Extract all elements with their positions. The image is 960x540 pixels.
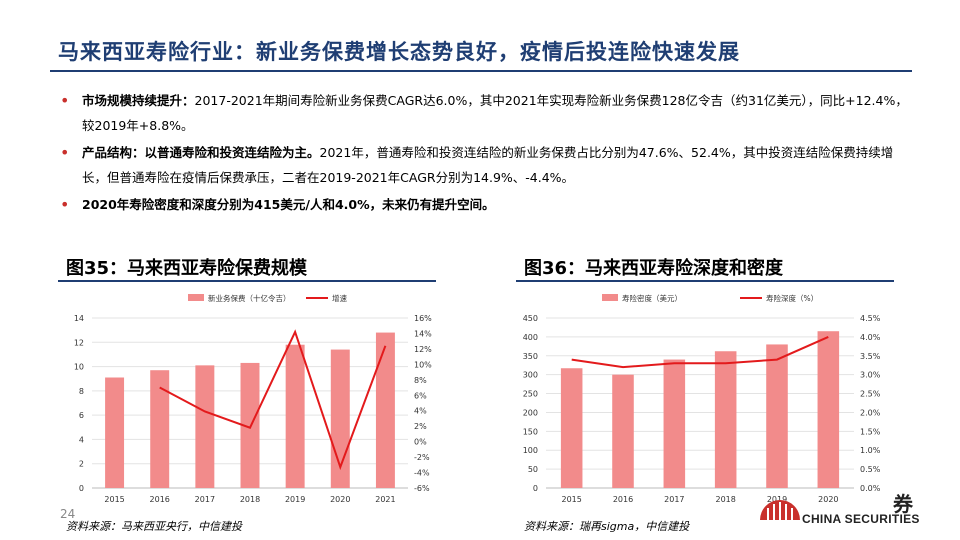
bullet-text: 2021年，普通寿险和投资连结险的新业务保费占比分别为47.6%、52.4%，其… (82, 145, 894, 185)
y2-tick-label: 2% (414, 422, 427, 431)
legend-swatch-bar (188, 294, 204, 301)
page-title: 马来西亚寿险行业：新业务保费增长态势良好，疫情后投连险快速发展 (58, 40, 740, 64)
series-line (571, 335, 829, 369)
x-tick-label: 2017 (195, 495, 215, 504)
y-tick-label: 0 (79, 484, 84, 493)
y-tick-label: 200 (523, 408, 538, 417)
x-tick-label: 2021 (375, 495, 395, 504)
figure-divider-right (516, 280, 894, 282)
y2-tick-label: 8% (414, 376, 427, 385)
x-tick-label: 2015 (561, 495, 581, 504)
x-tick-label: 2017 (664, 495, 684, 504)
y2-tick-label: -4% (414, 469, 430, 478)
y-tick-label: 6 (79, 411, 84, 420)
y-tick-label: 250 (523, 390, 538, 399)
bullet-item: • 2020年寿险密度和深度分别为415美元/人和4.0%，未来仍有提升空间。 (58, 192, 918, 217)
page-number: 24 (60, 507, 76, 521)
figure-divider-left (58, 280, 436, 282)
logo-text: CHINA SECURITIES (802, 512, 920, 526)
y-tick-label: 450 (523, 314, 538, 323)
bar (560, 368, 583, 488)
bullet-item: • 产品结构：以普通寿险和投资连结险为主。2021年，普通寿险和投资连结险的新业… (58, 140, 918, 190)
bar (766, 344, 788, 488)
y-tick-label: 150 (523, 427, 538, 436)
x-tick-label: 2018 (240, 495, 260, 504)
y-tick-label: 100 (523, 446, 538, 455)
y2-tick-label: 1.0% (860, 446, 881, 455)
y-tick-label: 4 (79, 435, 84, 444)
bar (817, 331, 840, 488)
bar (150, 370, 170, 488)
y-tick-label: 12 (74, 338, 84, 347)
bar (714, 351, 737, 488)
y-tick-label: 2 (79, 460, 84, 469)
logo-cn-fragment: 券 (893, 492, 913, 516)
x-tick-label: 2020 (330, 495, 350, 504)
bar (612, 374, 634, 488)
figure-title-right: 图36：马来西亚寿险深度和密度 (524, 258, 784, 279)
y2-tick-label: 2.5% (860, 390, 881, 399)
y-tick-label: 10 (74, 363, 84, 372)
y-tick-label: 14 (74, 314, 84, 323)
y-tick-label: 350 (523, 352, 538, 361)
y2-tick-label: 4% (414, 407, 427, 416)
x-tick-label: 2020 (818, 495, 838, 504)
y2-tick-label: 16% (414, 314, 432, 323)
legend-label: 新业务保费（十亿令吉） (208, 293, 291, 303)
china-securities-logo-icon (760, 500, 800, 520)
y2-tick-label: 0.5% (860, 465, 881, 474)
bullet-item: • 市场规模持续提升：2017-2021年期间寿险新业务保费CAGR达6.0%，… (58, 88, 918, 138)
legend-label: 增速 (332, 293, 347, 303)
source-note-right: 资料来源：瑞再sigma，中信建投 (524, 520, 690, 533)
x-tick-label: 2019 (767, 495, 787, 504)
x-tick-label: 2018 (715, 495, 735, 504)
legend-label: 寿险深度（%） (766, 293, 818, 303)
y-tick-label: 50 (528, 465, 538, 474)
y2-tick-label: 10% (414, 360, 432, 369)
bullet-bold-text: 2020年寿险密度和深度分别为415美元/人和4.0%，未来仍有提升空间。 (82, 197, 495, 212)
y2-tick-label: 3.5% (860, 352, 881, 361)
source-note-left: 资料来源：马来西亚央行，中信建投 (66, 520, 242, 533)
bar (285, 344, 305, 488)
bullet-dot-icon: • (60, 195, 70, 214)
y-tick-label: 400 (523, 333, 538, 342)
bar (663, 359, 686, 488)
y2-tick-label: 0% (414, 438, 427, 447)
legend-swatch-bar (602, 294, 618, 301)
bullet-dot-icon: • (60, 143, 70, 162)
y2-tick-label: 2.0% (860, 408, 881, 417)
y-tick-label: 300 (523, 371, 538, 380)
x-tick-label: 2019 (285, 495, 305, 504)
figure-title-left: 图35：马来西亚寿险保费规模 (66, 258, 308, 279)
bullet-bold-text: 市场规模持续提升： (82, 93, 195, 108)
y2-tick-label: -2% (414, 453, 430, 462)
title-divider (50, 70, 912, 72)
y2-tick-label: 3.0% (860, 371, 881, 380)
chart-depth-density: 0 50 100 150 200 250 300 350 400 450 0.0% 0.5% 1.0% 1… (523, 293, 881, 504)
chart-premium-scale: 0 2 4 6 8 10 12 14 -6% -4% -2% 0% 2% 4% 6% 8% 10% 12% 14% 1… (74, 293, 432, 504)
bullet-bold-text: 产品结构：以普通寿险和投资连结险为主。 (82, 145, 320, 160)
bar (195, 365, 215, 488)
y-tick-label: 0 (533, 484, 538, 493)
y-tick-label: 8 (79, 387, 84, 396)
y2-tick-label: 6% (414, 391, 427, 400)
y2-tick-label: 4.5% (860, 314, 881, 323)
bullet-text: 2017-2021年期间寿险新业务保费CAGR达6.0%，其中2021年实现寿险… (82, 93, 908, 133)
series-line (159, 329, 387, 471)
y2-tick-label: -6% (414, 484, 430, 493)
bar (105, 377, 125, 488)
x-tick-label: 2016 (613, 495, 633, 504)
y2-tick-label: 0.0% (860, 484, 881, 493)
bullet-list: • 市场规模持续提升：2017-2021年期间寿险新业务保费CAGR达6.0%，… (58, 88, 918, 217)
y2-tick-label: 12% (414, 345, 432, 354)
bullet-dot-icon: • (60, 91, 70, 110)
bar (375, 332, 395, 488)
y2-tick-label: 4.0% (860, 333, 881, 342)
x-tick-label: 2015 (104, 495, 124, 504)
y2-tick-label: 14% (414, 329, 432, 338)
legend-label: 寿险密度（美元） (622, 293, 682, 303)
y2-tick-label: 1.5% (860, 427, 881, 436)
x-tick-label: 2016 (150, 495, 170, 504)
